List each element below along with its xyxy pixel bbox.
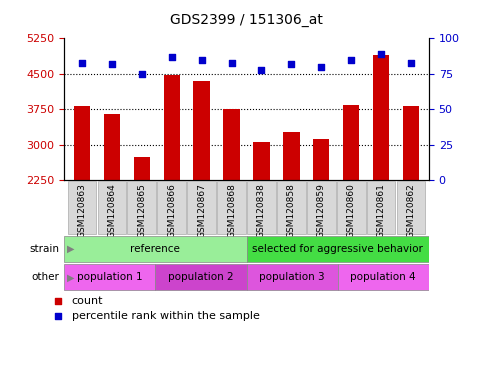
Point: [138, 71, 146, 77]
Text: GSM120866: GSM120866: [167, 183, 176, 238]
Text: percentile rank within the sample: percentile rank within the sample: [71, 311, 259, 321]
FancyBboxPatch shape: [396, 181, 425, 234]
Text: ▶: ▶: [67, 272, 74, 283]
FancyBboxPatch shape: [155, 265, 246, 290]
FancyBboxPatch shape: [157, 181, 186, 234]
Bar: [283, 132, 300, 180]
Point: [78, 60, 86, 66]
FancyBboxPatch shape: [307, 181, 336, 234]
Point: [377, 51, 385, 57]
FancyBboxPatch shape: [337, 181, 365, 234]
FancyBboxPatch shape: [64, 265, 155, 290]
Text: population 2: population 2: [168, 272, 234, 283]
Text: count: count: [71, 296, 103, 306]
Text: GSM120868: GSM120868: [227, 183, 236, 238]
FancyBboxPatch shape: [246, 265, 338, 290]
Text: GSM120860: GSM120860: [347, 183, 355, 238]
Text: GSM120838: GSM120838: [257, 183, 266, 238]
Point: [407, 60, 415, 66]
FancyBboxPatch shape: [367, 181, 395, 234]
Bar: [313, 139, 329, 180]
Bar: [403, 106, 419, 180]
Point: [198, 56, 206, 63]
Bar: [253, 142, 270, 180]
Bar: [74, 106, 90, 180]
Bar: [343, 105, 359, 180]
Text: population 3: population 3: [259, 272, 325, 283]
FancyBboxPatch shape: [68, 181, 97, 234]
Text: GSM120858: GSM120858: [287, 183, 296, 238]
FancyBboxPatch shape: [247, 181, 276, 234]
Text: GSM120867: GSM120867: [197, 183, 206, 238]
Text: GSM120864: GSM120864: [107, 183, 116, 238]
Point: [278, 109, 285, 115]
Text: GSM120863: GSM120863: [77, 183, 87, 238]
Point: [228, 60, 236, 66]
Point: [108, 61, 116, 67]
Point: [257, 66, 265, 73]
Bar: [134, 157, 150, 180]
Bar: [164, 75, 180, 180]
Point: [287, 61, 295, 67]
FancyBboxPatch shape: [128, 181, 156, 234]
FancyBboxPatch shape: [277, 181, 306, 234]
Text: selected for aggressive behavior: selected for aggressive behavior: [252, 243, 423, 254]
Text: ▶: ▶: [67, 243, 74, 254]
FancyBboxPatch shape: [64, 236, 246, 262]
Point: [278, 248, 285, 255]
Text: population 4: population 4: [351, 272, 416, 283]
Text: strain: strain: [29, 243, 59, 254]
Text: population 1: population 1: [77, 272, 142, 283]
Text: GDS2399 / 151306_at: GDS2399 / 151306_at: [170, 13, 323, 27]
Bar: [373, 55, 389, 180]
FancyBboxPatch shape: [217, 181, 246, 234]
Text: reference: reference: [130, 243, 180, 254]
Text: GSM120861: GSM120861: [377, 183, 386, 238]
Bar: [193, 81, 210, 180]
FancyBboxPatch shape: [338, 265, 429, 290]
Bar: [223, 109, 240, 180]
Text: GSM120859: GSM120859: [317, 183, 326, 238]
FancyBboxPatch shape: [187, 181, 216, 234]
Bar: [104, 114, 120, 180]
Text: GSM120865: GSM120865: [138, 183, 146, 238]
Point: [347, 56, 355, 63]
Text: other: other: [31, 272, 59, 283]
Point: [168, 54, 176, 60]
Point: [317, 64, 325, 70]
FancyBboxPatch shape: [246, 236, 429, 262]
Text: GSM120862: GSM120862: [406, 183, 416, 238]
FancyBboxPatch shape: [98, 181, 126, 234]
